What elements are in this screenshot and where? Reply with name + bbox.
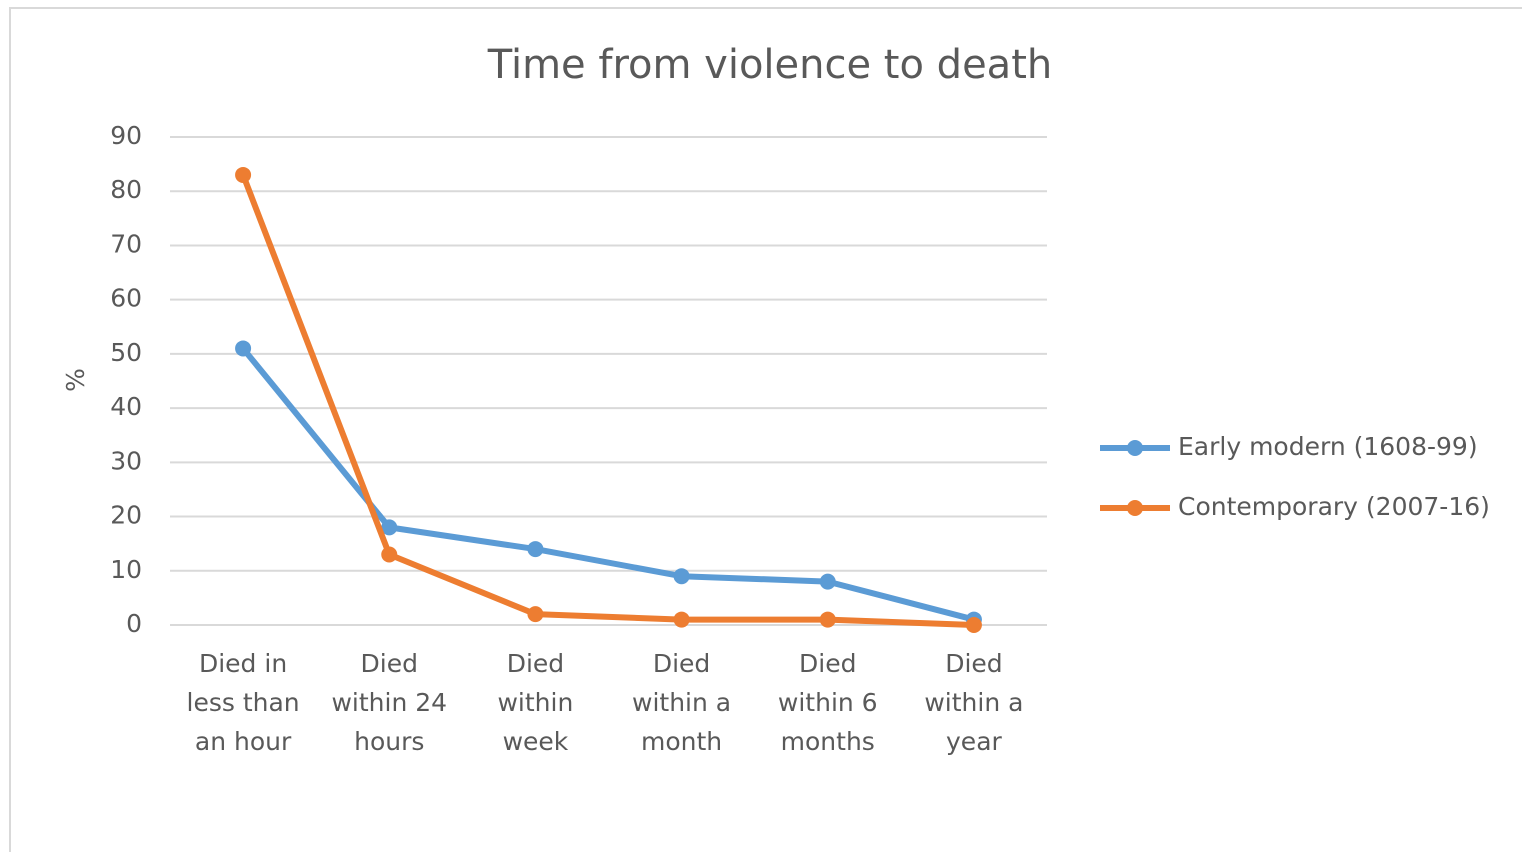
- y-tick-label: 40: [110, 392, 142, 421]
- x-tick-label: Died within 24 hours: [331, 649, 447, 756]
- y-tick-label: 10: [110, 555, 142, 584]
- x-tick-label: Died within 6 months: [778, 649, 878, 756]
- x-tick-label: Died in less than an hour: [187, 649, 300, 756]
- legend-marker: [1127, 500, 1143, 516]
- data-point: [527, 606, 544, 623]
- y-tick-label: 30: [110, 446, 142, 475]
- legend-marker: [1127, 440, 1143, 456]
- data-point: [673, 611, 690, 628]
- x-tick-label: Died within week: [497, 649, 573, 756]
- y-tick-label: 0: [126, 609, 142, 638]
- legend-label: Contemporary (2007-16): [1178, 492, 1490, 521]
- x-tick-label: Died within a month: [632, 649, 731, 756]
- y-tick-label: 90: [110, 121, 142, 150]
- data-point: [381, 546, 398, 563]
- data-point: [381, 519, 398, 536]
- y-axis-label: %: [61, 368, 90, 392]
- y-tick-label: 50: [110, 338, 142, 367]
- chart-title: Time from violence to death: [487, 42, 1052, 88]
- data-point: [673, 568, 690, 585]
- legend-label: Early modern (1608-99): [1178, 432, 1478, 461]
- data-point: [819, 573, 836, 590]
- data-point: [965, 617, 982, 633]
- y-tick-label: 70: [110, 229, 142, 258]
- data-point: [235, 340, 252, 357]
- data-point: [819, 611, 836, 628]
- y-tick-label: 60: [110, 284, 142, 313]
- y-tick-label: 80: [110, 175, 142, 204]
- y-tick-label: 20: [110, 501, 142, 530]
- chart-border: [9, 7, 1522, 852]
- data-point: [235, 166, 252, 183]
- data-point: [527, 541, 544, 558]
- series-line: [240, 173, 975, 628]
- x-tick-label: Died within a year: [924, 649, 1023, 756]
